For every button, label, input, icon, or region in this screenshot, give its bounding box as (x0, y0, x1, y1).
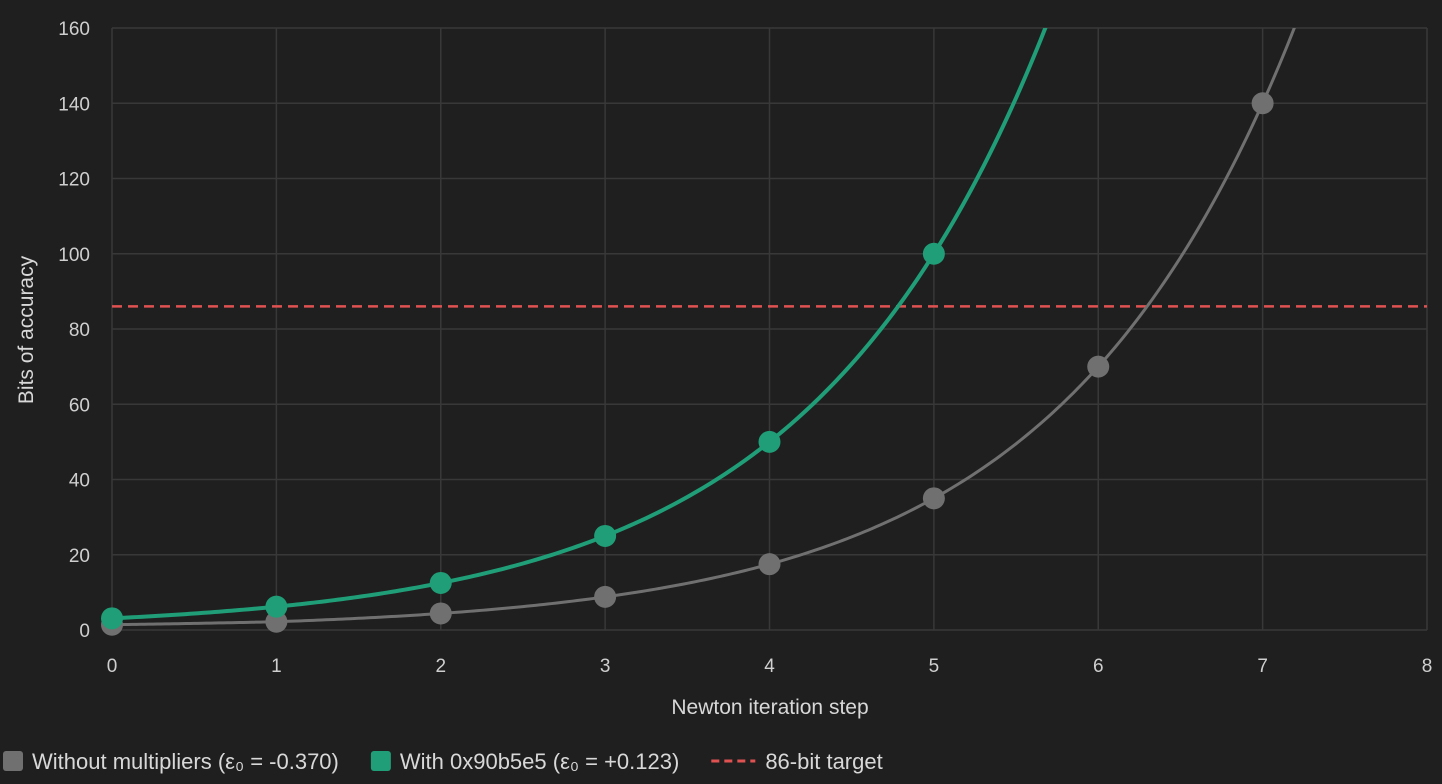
x-tick-label: 4 (764, 656, 775, 677)
y-tick-label: 160 (58, 19, 90, 40)
legend-swatch-0 (3, 751, 23, 771)
legend-label-0: Without multipliers (ε₀ = -0.370) (32, 749, 339, 774)
legend-swatch-1 (370, 751, 391, 771)
x-tick-label: 8 (1422, 656, 1433, 677)
grid (111, 27, 1428, 631)
series-1-point (265, 595, 288, 618)
series-0-point (922, 487, 945, 510)
x-tick-label: 5 (929, 656, 940, 677)
x-tick-label: 0 (107, 656, 118, 677)
points-layer (101, 92, 1274, 636)
legend-label-1: With 0x90b5e5 (ε₀ = +0.123) (400, 749, 679, 774)
series-0-point (265, 610, 288, 633)
series-1-point (922, 242, 945, 265)
series-1-point (429, 571, 452, 594)
y-tick-label: 140 (58, 94, 90, 115)
y-tick-label: 40 (69, 471, 90, 492)
series-1-point (758, 430, 781, 453)
y-tick-label: 20 (69, 546, 90, 567)
x-tick-label: 3 (600, 656, 611, 677)
x-tick-label: 7 (1257, 656, 1268, 677)
series-0-point (429, 602, 452, 625)
x-axis-ticks: 0 1 2 3 4 5 6 7 8 (107, 656, 1433, 677)
y-axis-ticks: 0 20 40 60 80 100 120 140 160 (58, 19, 90, 642)
x-tick-label: 6 (1093, 656, 1104, 677)
y-tick-label: 120 (58, 170, 90, 191)
y-axis-title: Bits of accuracy (15, 255, 38, 404)
legend-label-reference: 86-bit target (765, 749, 882, 774)
y-tick-label: 80 (69, 320, 90, 341)
series-1-point (594, 524, 617, 547)
x-tick-label: 1 (271, 656, 282, 677)
series-0-point (594, 585, 617, 608)
y-tick-label: 100 (58, 245, 90, 266)
series-0-point (1087, 355, 1110, 378)
x-axis-title: Newton iteration step (671, 696, 868, 719)
series-0-point (1251, 92, 1274, 115)
series-1-point (101, 607, 123, 630)
y-tick-label: 0 (79, 621, 90, 642)
legend: Without multipliers (ε₀ = -0.370) With 0x… (3, 749, 883, 774)
x-tick-label: 2 (435, 656, 446, 677)
y-tick-label: 60 (69, 395, 90, 416)
series-0-point (758, 553, 781, 576)
